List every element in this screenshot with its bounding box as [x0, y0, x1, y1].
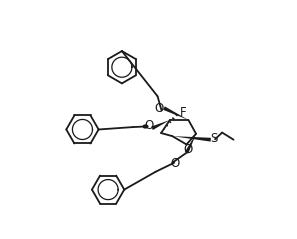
- Polygon shape: [172, 136, 211, 141]
- Text: O: O: [170, 158, 179, 170]
- Text: F: F: [180, 106, 187, 119]
- Polygon shape: [151, 120, 170, 130]
- Text: O: O: [145, 120, 154, 132]
- Polygon shape: [185, 134, 196, 154]
- Polygon shape: [163, 106, 188, 120]
- Text: O: O: [154, 102, 163, 114]
- Text: O: O: [183, 143, 192, 156]
- Text: S: S: [210, 132, 218, 146]
